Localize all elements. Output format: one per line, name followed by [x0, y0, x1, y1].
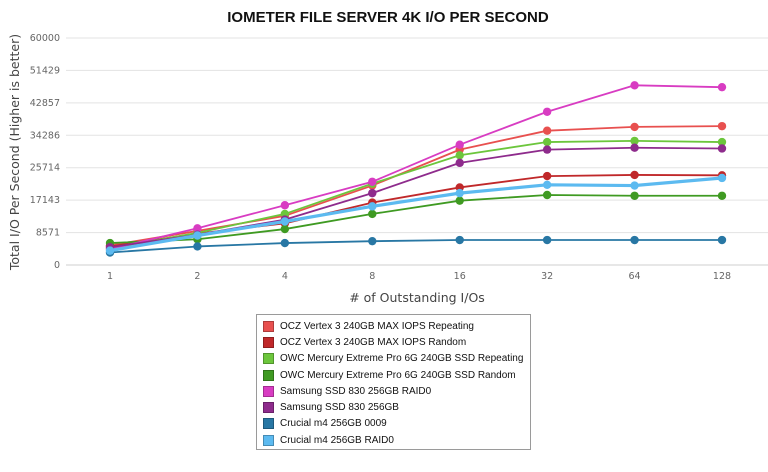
data-point	[630, 191, 639, 200]
legend-item: Samsung SSD 830 256GB RAID0	[263, 383, 530, 399]
data-point	[193, 231, 202, 240]
chart-title: IOMETER FILE SERVER 4K I/O PER SECOND	[227, 9, 549, 26]
data-point	[455, 140, 464, 149]
data-point	[630, 136, 639, 146]
data-point	[455, 188, 464, 198]
legend-label: Crucial m4 256GB 0009	[280, 418, 387, 430]
data-point	[455, 235, 464, 245]
data-point	[368, 236, 377, 246]
data-point	[280, 217, 290, 226]
y-tick-label: 51429	[30, 65, 60, 76]
series-line	[109, 140, 723, 250]
legend-swatch	[263, 385, 274, 397]
data-point	[193, 242, 202, 251]
legend-item: Crucial m4 256GB RAID0	[263, 432, 530, 448]
data-point	[717, 121, 727, 131]
legend-label: Crucial m4 256GB RAID0	[280, 434, 394, 446]
data-point	[630, 81, 639, 90]
data-point	[368, 177, 377, 186]
data-point	[280, 224, 290, 234]
legend-item: Samsung SSD 830 256GB	[263, 399, 530, 415]
series-line	[109, 84, 723, 250]
legend-swatch	[263, 353, 274, 365]
data-point	[630, 170, 639, 180]
legend-item: Crucial m4 256GB 0009	[263, 416, 530, 432]
data-point	[542, 145, 552, 154]
data-point	[542, 171, 552, 181]
grid	[66, 37, 768, 266]
legend-label: Samsung SSD 830 256GB RAID0	[280, 385, 432, 397]
data-point	[542, 126, 552, 135]
x-tick-label: 32	[541, 271, 553, 282]
data-point	[542, 235, 552, 245]
data-point	[105, 246, 115, 255]
legend-label: OCZ Vertex 3 240GB MAX IOPS Random	[280, 336, 467, 348]
series-line	[109, 176, 723, 253]
data-point	[630, 122, 639, 132]
y-axis-ticks: 0 8571 17143 25714 34286 42857 51429 60000	[30, 33, 60, 271]
legend-swatch	[263, 434, 274, 446]
data-point	[717, 191, 727, 200]
data-point	[542, 180, 552, 189]
legend-label: OWC Mercury Extreme Pro 6G 240GB SSD Rep…	[280, 353, 524, 365]
x-tick-label: 8	[369, 271, 375, 282]
data-point	[717, 82, 727, 92]
legend: OCZ Vertex 3 240GB MAX IOPS Repeating OCZ…	[256, 314, 531, 450]
y-tick-label: 42857	[30, 98, 60, 109]
series-group	[105, 81, 727, 257]
series-8	[105, 173, 727, 255]
y-tick-label: 60000	[30, 33, 60, 44]
data-point	[717, 173, 727, 183]
data-point	[368, 188, 377, 198]
series-line	[109, 194, 722, 244]
data-point	[280, 238, 290, 248]
data-point	[542, 107, 552, 116]
data-point	[630, 143, 639, 152]
legend-swatch	[263, 336, 274, 348]
legend-item: OWC Mercury Extreme Pro 6G 240GB SSD Ran…	[263, 367, 530, 383]
data-point	[455, 151, 464, 160]
legend-item: OCZ Vertex 3 240GB MAX IOPS Repeating	[263, 318, 530, 334]
legend-item: OWC Mercury Extreme Pro 6G 240GB SSD Rep…	[263, 351, 530, 367]
x-axis-ticks: 1 2 4 8 16 32 64 128	[107, 271, 731, 282]
x-tick-label: 16	[454, 271, 466, 282]
data-point	[717, 144, 727, 153]
series-line	[109, 239, 722, 254]
data-point	[542, 190, 552, 200]
legend-label: OWC Mercury Extreme Pro 6G 240GB SSD Ran…	[280, 369, 516, 381]
data-point	[630, 181, 639, 190]
series-line	[109, 125, 723, 247]
data-point	[280, 201, 290, 210]
data-point	[455, 158, 464, 168]
x-tick-label: 128	[713, 271, 731, 282]
y-axis-label: Total I/O Per Second (Higher is better)	[7, 34, 22, 271]
legend-item: OCZ Vertex 3 240GB MAX IOPS Random	[263, 334, 530, 350]
data-point	[193, 224, 202, 233]
legend-swatch	[263, 320, 274, 332]
data-point	[455, 196, 464, 205]
y-tick-label: 25714	[30, 163, 60, 174]
data-point	[717, 137, 727, 147]
legend-label: OCZ Vertex 3 240GB MAX IOPS Repeating	[280, 320, 474, 332]
x-axis-label: # of Outstanding I/Os	[349, 290, 485, 305]
legend-label: Samsung SSD 830 256GB	[280, 402, 399, 414]
data-point	[630, 235, 639, 245]
x-tick-label: 1	[107, 271, 113, 282]
legend-swatch	[263, 418, 274, 430]
y-tick-label: 17143	[30, 195, 60, 206]
x-tick-label: 2	[194, 271, 200, 282]
legend-swatch	[263, 369, 274, 381]
data-point	[368, 202, 377, 211]
y-tick-label: 8571	[36, 228, 60, 239]
y-tick-label: 0	[54, 260, 60, 271]
data-point	[717, 235, 727, 245]
legend-swatch	[263, 402, 274, 414]
x-tick-label: 64	[629, 271, 641, 282]
data-point	[368, 209, 377, 219]
data-point	[542, 137, 552, 147]
y-tick-label: 34286	[30, 130, 60, 141]
x-tick-label: 4	[282, 271, 288, 282]
